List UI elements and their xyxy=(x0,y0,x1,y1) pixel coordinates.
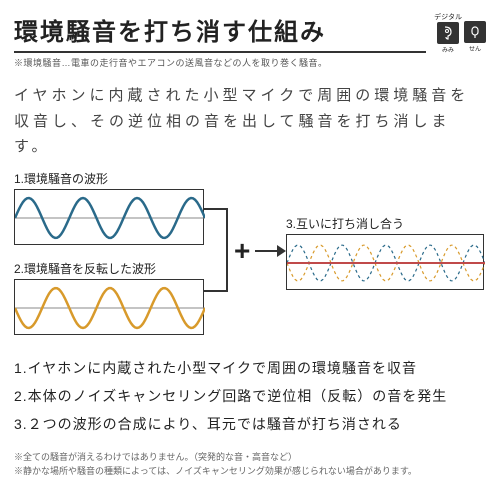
badge-ruby-right: せん xyxy=(469,44,481,53)
step-2: 2.本体のノイズキャンセリング回路で逆位相（反転）の音を発生 xyxy=(14,382,486,410)
wave-3-group: 3.互いに打ち消し合う xyxy=(286,215,484,290)
footnotes: ※全ての騒音が消えるわけではありません。（突発的な音・高音など） ※静かな場所や… xyxy=(14,450,486,479)
step-3: 3.２つの波形の合成により、耳元では騒音が打ち消される xyxy=(14,410,486,438)
wave-2-label: 2.環境騒音を反転した波形 xyxy=(14,260,204,277)
wave-3-box xyxy=(286,234,484,290)
badge-ruby-left: みみ xyxy=(442,45,454,54)
arrow-head-icon xyxy=(277,245,286,257)
wave-1-svg xyxy=(15,190,205,246)
arrow-segment xyxy=(226,208,228,292)
arrow-segment xyxy=(204,290,228,292)
page-title: 環境騒音を打ち消す仕組み xyxy=(14,12,426,53)
badge-top-label: デジタル xyxy=(434,12,462,22)
wave-1-label: 1.環境騒音の波形 xyxy=(14,170,204,187)
wave-1-box xyxy=(14,189,204,245)
plus-icon: + xyxy=(234,235,250,267)
intro-text: イヤホンに内蔵された小型マイクで周囲の環境騒音を収音し、その逆位相の音を出して騒… xyxy=(14,83,486,160)
title-block: 環境騒音を打ち消す仕組み ※環境騒音…電車の走行音やエアコンの送風音などの人を取… xyxy=(14,12,426,69)
arrow-segment xyxy=(204,208,228,210)
badge-left: デジタル みみ xyxy=(434,12,462,54)
wave-2-group: 2.環境騒音を反転した波形 xyxy=(14,260,204,335)
wave-3-label: 3.互いに打ち消し合う xyxy=(286,215,484,232)
note-2: ※静かな場所や騒音の種類によっては、ノイズキャンセリング効果が感じられない場合が… xyxy=(14,464,486,478)
header: 環境騒音を打ち消す仕組み ※環境騒音…電車の走行音やエアコンの送風音などの人を取… xyxy=(14,12,486,69)
note-1: ※全ての騒音が消えるわけではありません。（突発的な音・高音など） xyxy=(14,450,486,464)
badge-right: せん xyxy=(464,12,486,54)
wave-2-box xyxy=(14,279,204,335)
wave-2-svg xyxy=(15,280,205,336)
ear-icon xyxy=(437,22,459,44)
plug-icon xyxy=(464,21,486,43)
arrow-segment xyxy=(255,250,279,252)
wave-1-group: 1.環境騒音の波形 xyxy=(14,170,204,245)
subtitle: ※環境騒音…電車の走行音やエアコンの送風音などの人を取り巻く騒音。 xyxy=(14,56,426,69)
diagram: 1.環境騒音の波形 2.環境騒音を反転した波形 + 3.互いに打ち消し合う xyxy=(14,170,486,340)
wave-3-svg xyxy=(287,235,485,291)
step-1: 1.イヤホンに内蔵された小型マイクで周囲の環境騒音を収音 xyxy=(14,354,486,382)
steps-list: 1.イヤホンに内蔵された小型マイクで周囲の環境騒音を収音 2.本体のノイズキャン… xyxy=(14,354,486,438)
badge-group: デジタル みみ せん xyxy=(434,12,486,54)
